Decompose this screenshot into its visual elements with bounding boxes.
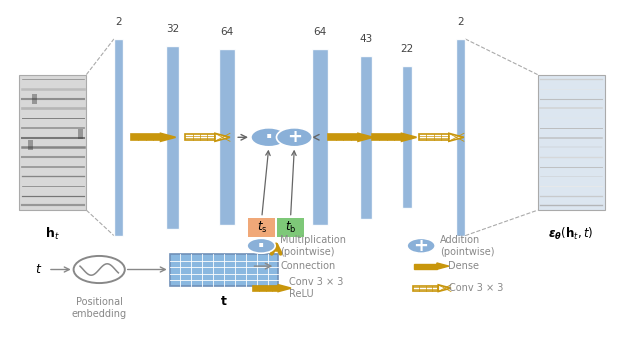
Bar [77,129,83,139]
Bar [372,134,401,140]
Text: +: + [287,128,302,146]
Bar [170,254,278,286]
Bar [32,94,37,104]
Text: 64: 64 [221,27,234,37]
Polygon shape [358,133,373,141]
Bar [166,46,179,229]
Text: +: + [413,237,429,255]
Bar [253,285,278,291]
Text: Connection: Connection [280,261,335,271]
Polygon shape [401,133,417,141]
Circle shape [276,128,312,147]
Text: $t$: $t$ [35,263,42,276]
Text: 22: 22 [401,44,413,54]
Polygon shape [161,133,175,141]
Circle shape [247,238,275,253]
Text: $t_\mathsf{b}$: $t_\mathsf{b}$ [285,220,296,235]
Bar [414,264,437,268]
Circle shape [251,128,287,147]
Text: Conv 3 × 3
ReLU: Conv 3 × 3 ReLU [289,277,344,299]
Polygon shape [437,263,449,269]
Bar [312,49,328,225]
Bar [402,66,413,208]
Text: 2: 2 [115,17,122,27]
Circle shape [74,256,125,283]
Text: $\mathbf{t}$: $\mathbf{t}$ [220,295,228,308]
Text: Dense: Dense [448,261,479,271]
Bar [185,134,215,140]
FancyBboxPatch shape [248,218,275,237]
Text: 43: 43 [360,34,372,44]
Polygon shape [278,285,291,292]
Bar [360,56,372,219]
Polygon shape [215,133,230,141]
Text: $\boldsymbol{\epsilon}_{\boldsymbol{\theta}}(\mathbf{h}_t, t)$: $\boldsymbol{\epsilon}_{\boldsymbol{\the… [548,225,594,241]
Text: 2: 2 [458,17,464,27]
Bar [28,140,33,151]
Bar [114,39,123,236]
Bar [538,75,605,210]
Polygon shape [438,285,451,292]
Text: Conv 3 × 3: Conv 3 × 3 [449,283,504,293]
Circle shape [407,238,435,253]
Text: ·: · [257,236,266,256]
Text: Positional
embedding: Positional embedding [72,297,127,319]
Text: $t_\mathsf{s}$: $t_\mathsf{s}$ [257,220,267,235]
Bar [328,134,358,140]
Bar [219,49,236,225]
Bar [419,134,449,140]
Polygon shape [449,133,464,141]
FancyBboxPatch shape [277,218,304,237]
Text: ·: · [264,127,273,147]
Bar [131,134,161,140]
Bar [19,75,86,210]
Text: 32: 32 [166,24,179,34]
Text: $\mathbf{h}_t$: $\mathbf{h}_t$ [45,225,60,241]
Text: Multiplication
(pointwise): Multiplication (pointwise) [280,235,346,257]
Text: 64: 64 [314,27,326,37]
Text: Addition
(pointwise): Addition (pointwise) [440,235,495,257]
Bar [413,285,438,291]
Bar [456,39,465,236]
